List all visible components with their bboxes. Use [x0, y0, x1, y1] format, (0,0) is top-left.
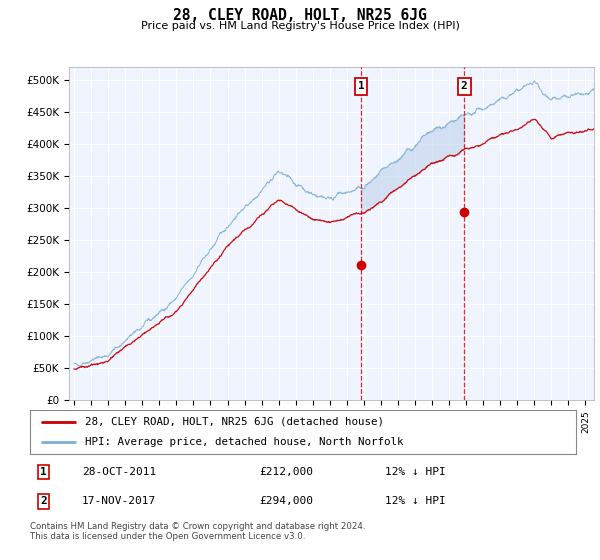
Text: 12% ↓ HPI: 12% ↓ HPI: [385, 467, 446, 477]
Text: 28, CLEY ROAD, HOLT, NR25 6JG (detached house): 28, CLEY ROAD, HOLT, NR25 6JG (detached …: [85, 417, 383, 427]
Text: Contains HM Land Registry data © Crown copyright and database right 2024.
This d: Contains HM Land Registry data © Crown c…: [30, 522, 365, 542]
Text: 12% ↓ HPI: 12% ↓ HPI: [385, 496, 446, 506]
Text: HPI: Average price, detached house, North Norfolk: HPI: Average price, detached house, Nort…: [85, 437, 403, 447]
Text: Price paid vs. HM Land Registry's House Price Index (HPI): Price paid vs. HM Land Registry's House …: [140, 21, 460, 31]
Text: £294,000: £294,000: [259, 496, 313, 506]
Text: 1: 1: [40, 467, 47, 477]
Text: 28-OCT-2011: 28-OCT-2011: [82, 467, 156, 477]
Text: 1: 1: [358, 81, 364, 91]
Text: 2: 2: [40, 496, 47, 506]
Text: 28, CLEY ROAD, HOLT, NR25 6JG: 28, CLEY ROAD, HOLT, NR25 6JG: [173, 8, 427, 24]
Text: 17-NOV-2017: 17-NOV-2017: [82, 496, 156, 506]
Text: £212,000: £212,000: [259, 467, 313, 477]
Text: 2: 2: [461, 81, 467, 91]
